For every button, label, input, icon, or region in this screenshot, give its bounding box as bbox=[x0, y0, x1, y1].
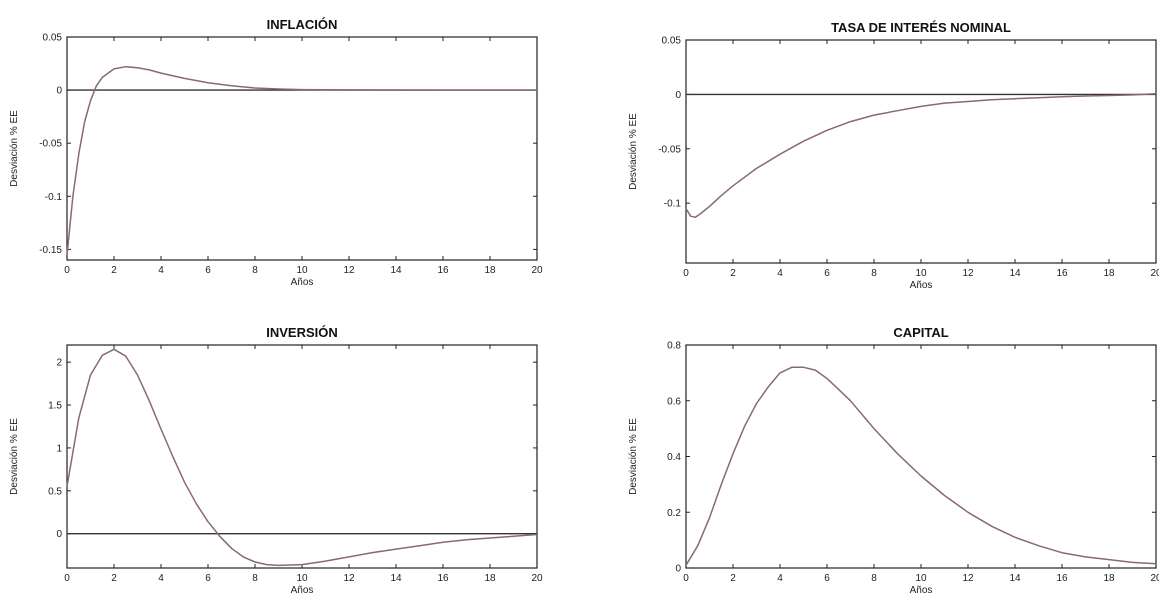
x-axis-label: Años bbox=[291, 277, 314, 288]
y-tick-label: 0 bbox=[675, 90, 681, 101]
x-tick-label: 6 bbox=[205, 573, 211, 584]
x-tick-label: 14 bbox=[1009, 268, 1021, 279]
x-axis-label: Años bbox=[910, 280, 933, 291]
chart-capital: CAPITAL 0 2 4 6 8 10 12 14 16 18 20 0 0.2 0.4 0.6 0.8 Año… bbox=[628, 325, 1159, 596]
y-axis-label: Desviación % EE bbox=[628, 113, 639, 190]
y-tick-label: 0.5 bbox=[48, 486, 62, 497]
x-tick-label: 10 bbox=[915, 573, 927, 584]
chart-tasa-de-interes-nominal: TASA DE INTERÉS NOMINAL 0 2 4 6 8 10 12 14 16 18 20… bbox=[628, 20, 1159, 291]
x-tick-label: 16 bbox=[1056, 573, 1068, 584]
x-tick-label: 12 bbox=[343, 265, 355, 276]
y-tick-label: -0.05 bbox=[39, 139, 62, 150]
x-tick-label: 8 bbox=[871, 268, 877, 279]
y-tick-label: -0.1 bbox=[664, 199, 682, 210]
x-tick-label: 6 bbox=[205, 265, 211, 276]
x-tick-label: 20 bbox=[531, 265, 543, 276]
x-tick-label: 10 bbox=[915, 268, 927, 279]
chart-title: CAPITAL bbox=[893, 325, 948, 340]
x-tick-label: 8 bbox=[252, 265, 258, 276]
x-tick-label: 14 bbox=[1009, 573, 1021, 584]
chart-inflacion: INFLACIÓN 0 2 4 6 8 10 12 14 16 18 20 -0.15 -0.1 -0.05… bbox=[9, 17, 543, 288]
x-tick-label: 20 bbox=[1150, 573, 1159, 584]
y-tick-label: -0.05 bbox=[658, 144, 681, 155]
y-tick-label: -0.1 bbox=[45, 192, 63, 203]
y-tick-label: 2 bbox=[56, 358, 62, 369]
series-line-inversion bbox=[66, 348, 538, 567]
chart-title: INFLACIÓN bbox=[267, 17, 338, 32]
x-tick-label: 16 bbox=[437, 573, 449, 584]
y-tick-label: -0.15 bbox=[39, 245, 62, 256]
x-tick-label: 0 bbox=[64, 573, 70, 584]
x-axis-label: Años bbox=[910, 585, 933, 596]
plot-area-tasa-de-interes-nominal bbox=[685, 39, 1157, 264]
x-tick-label: 0 bbox=[683, 268, 689, 279]
x-tick-label: 18 bbox=[1103, 573, 1115, 584]
x-tick-label: 10 bbox=[296, 265, 308, 276]
plot-area-inflacion bbox=[66, 36, 538, 261]
x-tick-label: 4 bbox=[777, 573, 783, 584]
x-tick-label: 12 bbox=[962, 268, 974, 279]
y-axis-label: Desviación % EE bbox=[9, 418, 20, 495]
x-tick-label: 2 bbox=[730, 573, 736, 584]
chart-title: TASA DE INTERÉS NOMINAL bbox=[831, 20, 1011, 35]
x-tick-label: 12 bbox=[962, 573, 974, 584]
series-line-tasa-de-interes-nominal bbox=[685, 93, 1157, 219]
plot-area-inversion bbox=[66, 344, 538, 569]
x-tick-label: 4 bbox=[158, 265, 164, 276]
x-tick-label: 2 bbox=[111, 573, 117, 584]
x-tick-label: 2 bbox=[111, 265, 117, 276]
y-tick-label: 0.8 bbox=[667, 341, 681, 352]
x-tick-label: 16 bbox=[437, 265, 449, 276]
y-tick-label: 0.6 bbox=[667, 396, 681, 407]
x-tick-label: 20 bbox=[1150, 268, 1159, 279]
x-tick-label: 18 bbox=[484, 265, 496, 276]
x-tick-label: 4 bbox=[158, 573, 164, 584]
series-line-capital bbox=[685, 366, 1157, 566]
y-tick-label: 0.05 bbox=[43, 33, 63, 44]
x-tick-label: 8 bbox=[252, 573, 258, 584]
y-tick-label: 0 bbox=[675, 564, 681, 575]
x-tick-label: 6 bbox=[824, 268, 830, 279]
x-tick-label: 8 bbox=[871, 573, 877, 584]
y-axis-label: Desviación % EE bbox=[9, 110, 20, 187]
x-tick-label: 6 bbox=[824, 573, 830, 584]
y-tick-label: 0 bbox=[56, 86, 62, 97]
x-tick-label: 18 bbox=[484, 573, 496, 584]
x-tick-label: 12 bbox=[343, 573, 355, 584]
y-tick-label: 0.2 bbox=[667, 508, 681, 519]
x-tick-label: 2 bbox=[730, 268, 736, 279]
y-tick-label: 0 bbox=[56, 529, 62, 540]
chart-title: INVERSIÓN bbox=[266, 325, 338, 340]
x-tick-label: 0 bbox=[64, 265, 70, 276]
x-tick-label: 14 bbox=[390, 265, 402, 276]
x-tick-label: 10 bbox=[296, 573, 308, 584]
y-axis-label: Desviación % EE bbox=[628, 418, 639, 495]
x-tick-label: 18 bbox=[1103, 268, 1115, 279]
series-line-inflacion bbox=[66, 65, 537, 255]
x-axis-label: Años bbox=[291, 585, 314, 596]
x-tick-label: 4 bbox=[777, 268, 783, 279]
y-tick-label: 0.4 bbox=[667, 452, 681, 463]
y-tick-label: 0.05 bbox=[662, 36, 682, 47]
chart-inversion: INVERSIÓN 0 2 4 6 8 10 12 14 16 18 20 0 0.5 1 1.5 2 Años D… bbox=[9, 325, 543, 596]
plot-area-capital bbox=[685, 344, 1157, 569]
x-tick-label: 0 bbox=[683, 573, 689, 584]
y-tick-label: 1.5 bbox=[48, 401, 62, 412]
x-tick-label: 20 bbox=[531, 573, 543, 584]
x-tick-label: 16 bbox=[1056, 268, 1068, 279]
y-tick-label: 1 bbox=[56, 443, 62, 454]
x-tick-label: 14 bbox=[390, 573, 402, 584]
